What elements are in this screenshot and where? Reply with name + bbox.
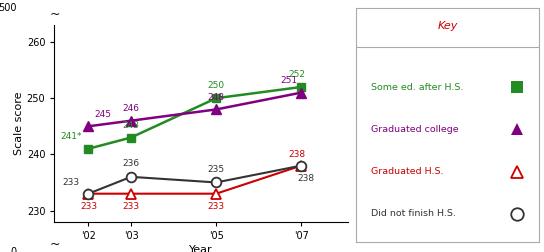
- Text: 251: 251: [280, 76, 297, 85]
- Text: 233: 233: [122, 202, 140, 211]
- Text: 500: 500: [0, 4, 16, 13]
- Text: 238: 238: [297, 174, 314, 183]
- Text: ~: ~: [49, 8, 60, 21]
- Text: Key: Key: [437, 21, 458, 31]
- Text: 238: 238: [288, 150, 306, 159]
- Text: 235: 235: [208, 165, 225, 174]
- Text: 233: 233: [208, 202, 225, 211]
- Text: 0: 0: [10, 247, 16, 252]
- Text: Graduated college: Graduated college: [371, 125, 459, 134]
- Text: Did not finish H.S.: Did not finish H.S.: [371, 209, 456, 218]
- Text: 233: 233: [80, 202, 97, 211]
- Text: 252: 252: [288, 70, 306, 79]
- Text: 243: 243: [122, 121, 139, 130]
- Text: Graduated H.S.: Graduated H.S.: [371, 167, 443, 176]
- Text: ~: ~: [49, 237, 60, 250]
- Text: 233: 233: [63, 178, 80, 187]
- Text: 236: 236: [122, 160, 140, 168]
- Text: 241*: 241*: [60, 132, 82, 141]
- Text: 248: 248: [208, 93, 225, 102]
- Y-axis label: Scale score: Scale score: [14, 92, 24, 155]
- Text: 246: 246: [122, 104, 139, 113]
- Text: 245: 245: [95, 110, 112, 119]
- Text: Some ed. after H.S.: Some ed. after H.S.: [371, 83, 463, 92]
- X-axis label: Year: Year: [189, 245, 213, 252]
- Text: 250: 250: [208, 81, 225, 90]
